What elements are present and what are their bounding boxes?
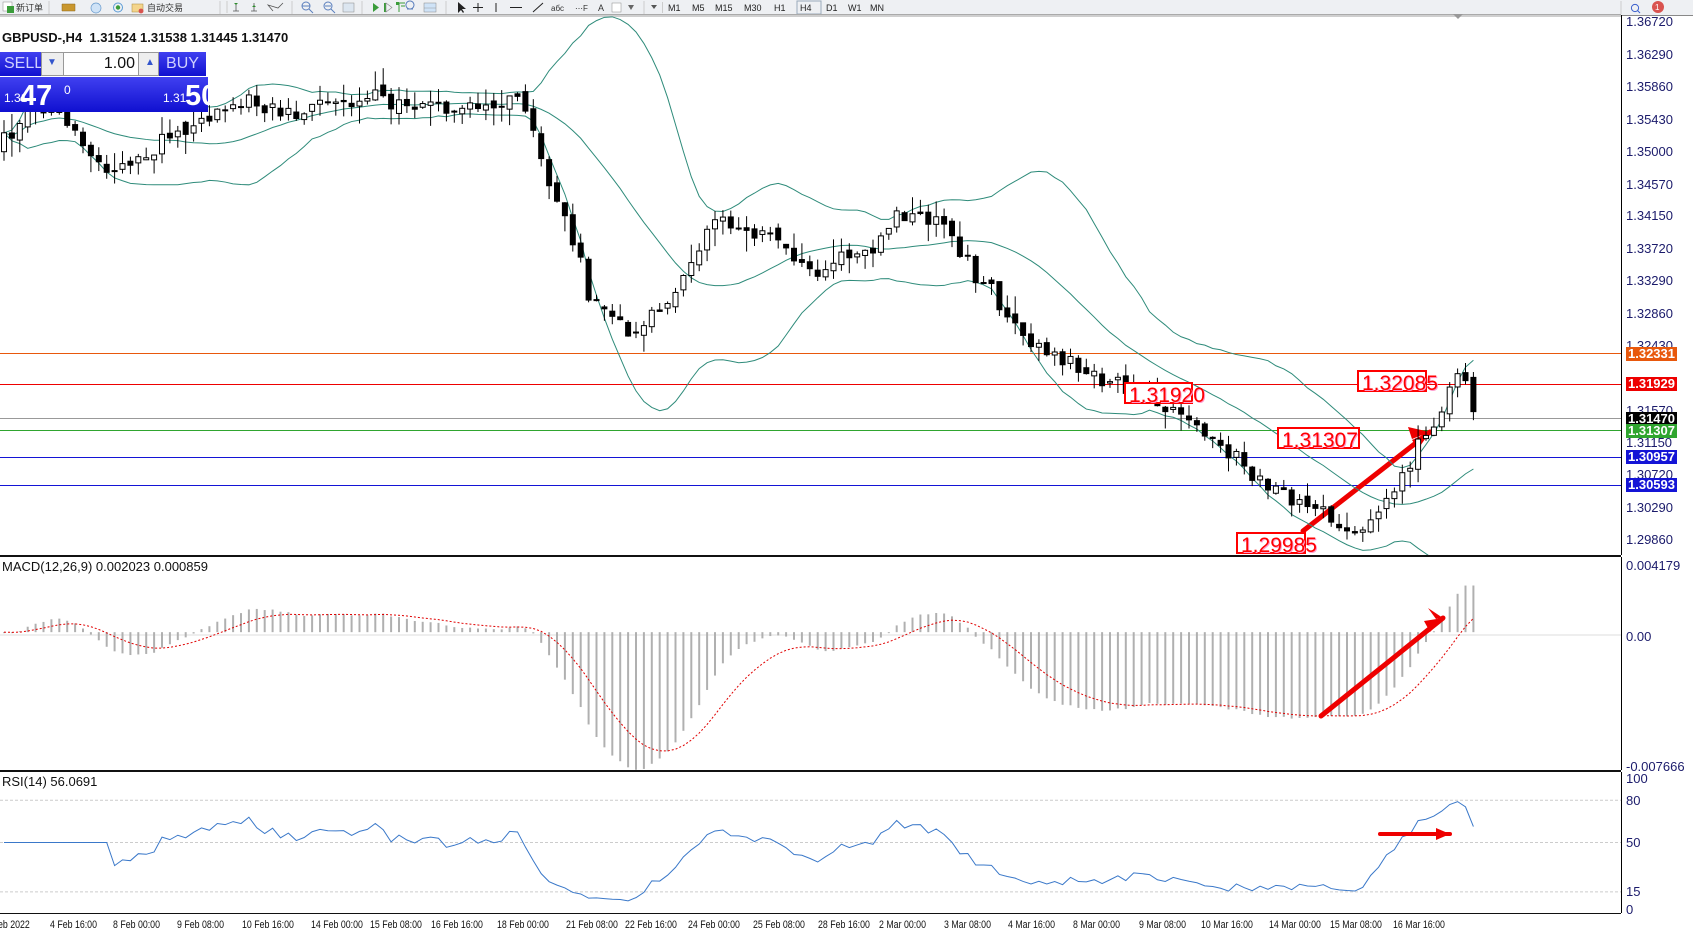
svg-text:A: A (598, 3, 604, 13)
svg-text:H1: H1 (774, 3, 786, 13)
svg-text:абс: абс (551, 4, 564, 13)
svg-text:M1: M1 (668, 3, 681, 13)
svg-text:⋯F: ⋯F (575, 4, 588, 13)
svg-text:新订单: 新订单 (16, 2, 43, 13)
svg-text:M5: M5 (692, 3, 705, 13)
svg-text:H4: H4 (800, 3, 812, 13)
svg-text:W1: W1 (848, 3, 862, 13)
svg-text:M30: M30 (744, 3, 762, 13)
svg-text:M15: M15 (715, 3, 733, 13)
svg-text:MN: MN (870, 3, 884, 13)
svg-text:D1: D1 (826, 3, 838, 13)
svg-text:1: 1 (1655, 3, 1660, 12)
svg-text:自动交易: 自动交易 (147, 2, 183, 13)
